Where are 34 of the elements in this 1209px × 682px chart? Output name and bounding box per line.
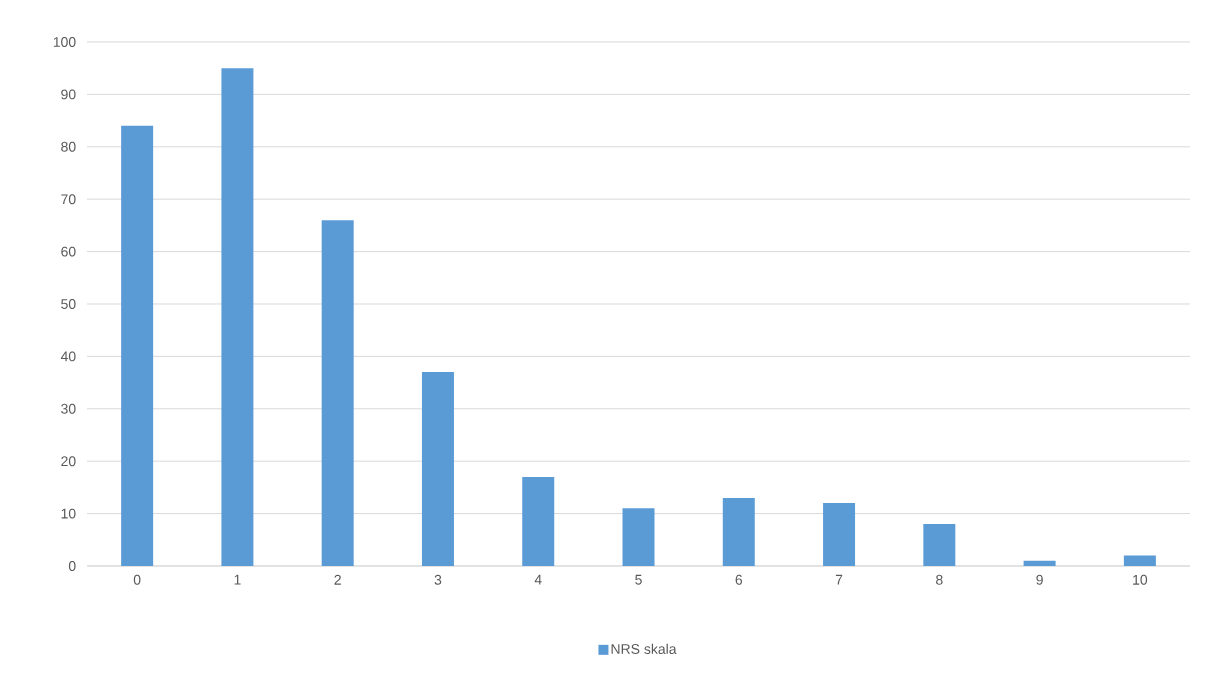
bar (522, 476, 555, 566)
x-tick-label: 1 (234, 574, 241, 585)
x-tick-label: 10 (1133, 574, 1148, 585)
x-tick-label: 4 (534, 574, 542, 585)
x-tick-label: 2 (334, 574, 341, 585)
y-tick-label: 90 (61, 89, 76, 100)
bar (1023, 560, 1056, 566)
x-tick-label: 9 (1036, 574, 1043, 585)
y-tick-label: 80 (61, 141, 76, 152)
y-tick-label: 70 (61, 194, 76, 205)
legend-label: NRS skala (611, 643, 677, 655)
y-tick-label: 50 (61, 299, 76, 309)
bar (421, 372, 454, 566)
bar (923, 524, 956, 566)
x-tick-label: 6 (735, 574, 743, 585)
y-tick-label: 20 (61, 456, 76, 467)
y-tick-label: 10 (61, 508, 76, 519)
y-tick-label: 100 (53, 37, 76, 47)
bar (722, 497, 755, 566)
y-tick-label: 0 (68, 561, 76, 571)
x-tick-label: 8 (936, 574, 943, 585)
bar (622, 508, 655, 566)
x-tick-label: 5 (635, 574, 642, 585)
y-tick-label: 60 (61, 246, 76, 257)
bar (121, 125, 154, 566)
x-tick-label: 0 (133, 574, 141, 585)
bar (1123, 555, 1156, 566)
x-tick-label: 7 (835, 574, 843, 585)
y-tick-label: 30 (61, 403, 76, 414)
bar (823, 503, 856, 566)
bar (221, 68, 254, 566)
x-tick-label: 3 (434, 574, 442, 585)
y-tick-label: 40 (60, 351, 76, 362)
bar (321, 220, 354, 566)
